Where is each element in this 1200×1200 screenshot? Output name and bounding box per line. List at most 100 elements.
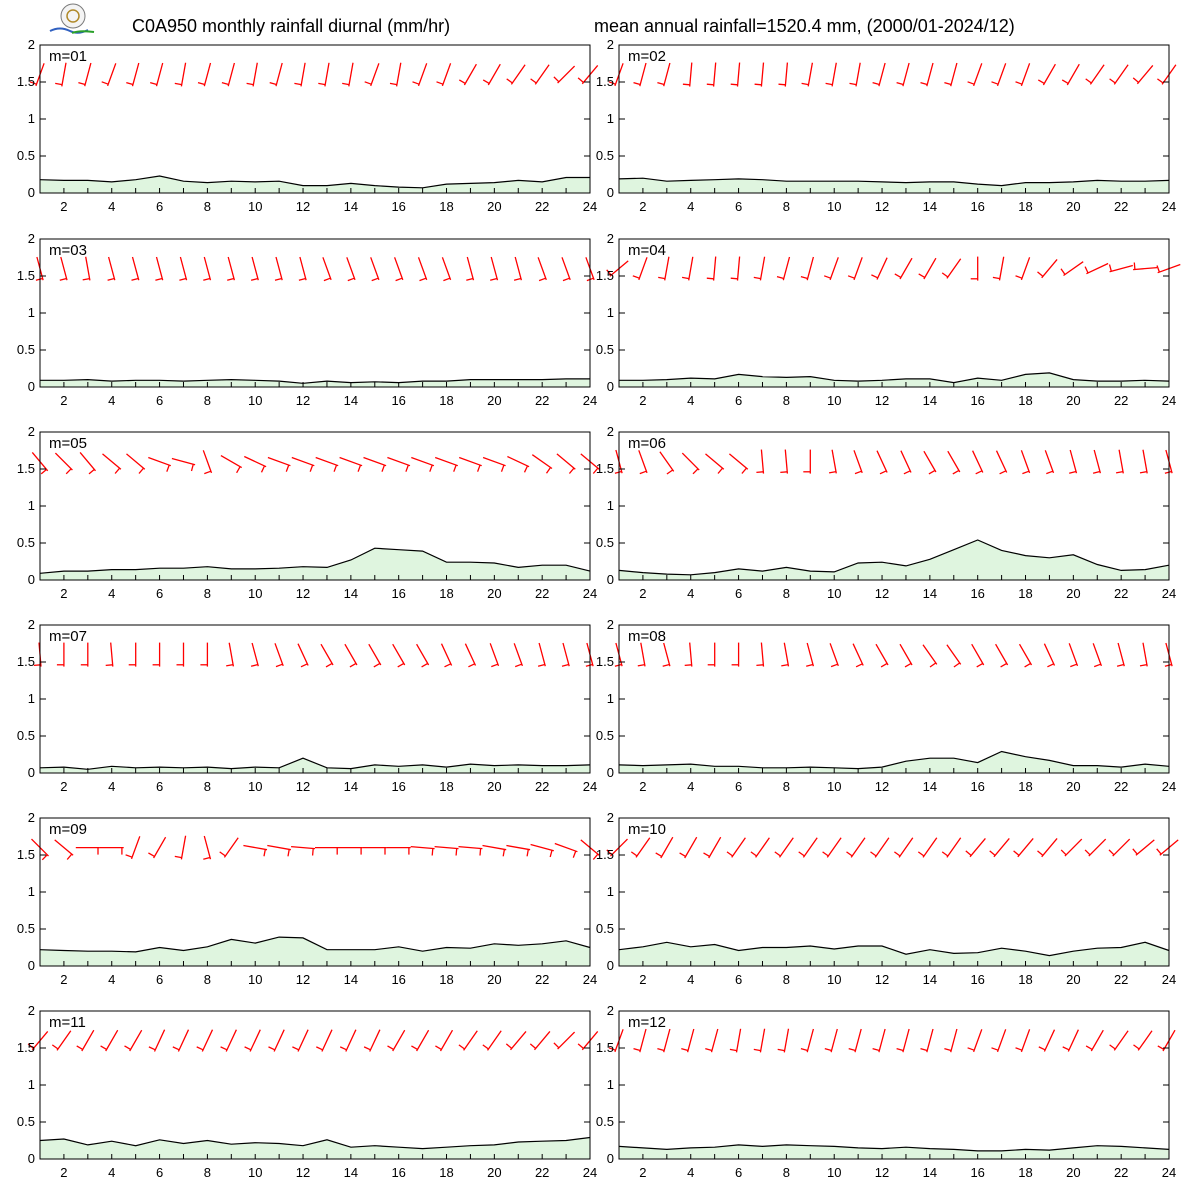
wind-barb-shaft	[681, 452, 700, 471]
wind-barb-feather	[1108, 849, 1115, 856]
wind-barb-feather	[82, 277, 90, 281]
y-tick-label: 2	[607, 37, 614, 52]
wind-barb	[1157, 64, 1177, 85]
month-label: m=02	[628, 48, 666, 65]
wind-barb	[363, 1029, 381, 1052]
x-tick-label: 22	[1114, 199, 1128, 214]
x-tick-label: 2	[60, 199, 67, 214]
wind-barb-shaft	[1018, 643, 1033, 666]
wind-barb-shaft	[1112, 838, 1131, 857]
wind-barb	[662, 642, 671, 667]
wind-barb	[822, 837, 842, 858]
wind-barb	[292, 1029, 309, 1052]
wind-barb-feather	[903, 470, 911, 475]
wind-barb-feather	[1037, 850, 1044, 856]
wind-barb	[847, 257, 863, 281]
wind-barb-shaft	[54, 452, 73, 471]
wind-barb	[176, 642, 185, 667]
month-label: m=08	[628, 628, 666, 645]
y-tick-label: 0	[28, 185, 35, 200]
x-tick-label: 6	[735, 779, 742, 794]
wind-barb-shaft	[830, 1028, 838, 1053]
wind-barb-feather	[155, 277, 163, 281]
wind-barb-shaft	[1064, 838, 1083, 857]
wind-barb-shaft	[684, 836, 698, 859]
x-tick-label: 20	[487, 393, 501, 408]
wind-barb-shaft	[561, 257, 571, 281]
wind-barb	[200, 642, 209, 667]
wind-barb-feather	[549, 850, 553, 858]
wind-barb-shaft	[635, 837, 651, 858]
wind-barb-feather	[1156, 848, 1162, 855]
y-tick-label: 0	[607, 1151, 614, 1166]
wind-barb	[482, 1030, 502, 1051]
rainfall-area	[40, 1137, 590, 1159]
wind-barb-shaft	[506, 844, 531, 851]
wind-barb	[633, 1028, 647, 1053]
wind-barb	[1038, 1029, 1056, 1052]
wind-barb-feather	[1047, 663, 1054, 668]
wind-barb	[1132, 839, 1155, 856]
wind-barb	[824, 1028, 838, 1053]
wind-barb	[1084, 262, 1109, 275]
wind-barb	[681, 256, 694, 281]
wind-barb-shaft	[510, 64, 526, 85]
wind-barb	[801, 62, 814, 87]
x-tick-label: 20	[487, 586, 501, 601]
x-tick-label: 12	[296, 972, 310, 987]
wind-barb-shaft	[395, 62, 402, 87]
wind-barb-shaft	[659, 451, 675, 472]
wind-barb	[849, 62, 861, 87]
rainfall-line	[39, 936, 591, 953]
wind-barb-shaft	[923, 257, 937, 280]
x-tick-label: 22	[535, 393, 549, 408]
wind-barb-shaft	[369, 1029, 381, 1052]
wind-barb-feather	[992, 276, 1000, 280]
wind-barb-feather	[538, 277, 546, 282]
wind-barb	[436, 63, 452, 87]
x-tick-label: 4	[108, 393, 115, 408]
wind-barb-feather	[66, 853, 73, 860]
wind-barb-feather	[300, 663, 308, 668]
wind-barb	[368, 643, 382, 668]
wind-barb-shaft	[996, 63, 1007, 87]
month-label: m=05	[49, 435, 87, 452]
wind-barb-shaft	[557, 65, 576, 84]
wind-barb-feather	[929, 662, 937, 668]
wind-barb-feather	[88, 468, 95, 475]
logo-swoosh-green	[71, 30, 95, 34]
rainfall-line	[618, 941, 1170, 957]
x-tick-label: 22	[535, 586, 549, 601]
wind-barb	[124, 1029, 143, 1052]
wind-barb-feather	[592, 853, 599, 860]
x-tick-label: 16	[391, 779, 405, 794]
wind-barb	[435, 1029, 454, 1052]
wind-barb	[894, 837, 914, 858]
wind-barb-feather	[655, 852, 663, 857]
wind-barb-feather	[577, 77, 584, 83]
wind-barb-feather	[482, 1044, 489, 1050]
wind-barb-shaft	[417, 257, 428, 281]
wind-barb	[244, 1029, 261, 1052]
wind-barb-shaft	[855, 62, 861, 87]
wind-barb	[946, 644, 962, 668]
wind-barb-shaft	[392, 643, 406, 666]
wind-barb	[944, 62, 958, 87]
wind-barb	[556, 453, 576, 474]
wind-barb-feather	[928, 469, 936, 475]
y-tick-label: 1	[28, 305, 35, 320]
y-tick-label: 1	[607, 1077, 614, 1092]
wind-barb-shaft	[806, 256, 815, 281]
wind-barb-feather	[705, 1047, 713, 1052]
wind-barb-shaft	[689, 62, 693, 87]
wind-barb-shaft	[370, 257, 380, 281]
wind-barb-shaft	[180, 835, 187, 860]
wind-barb-feather	[614, 663, 622, 667]
wind-barb-shaft	[131, 256, 140, 281]
month-label: m=11	[49, 1014, 86, 1031]
wind-barb	[638, 450, 648, 475]
wind-barb	[76, 1029, 95, 1052]
x-tick-label: 2	[639, 586, 646, 601]
wind-barb-shaft	[538, 642, 546, 667]
rainfall-area	[40, 758, 590, 773]
